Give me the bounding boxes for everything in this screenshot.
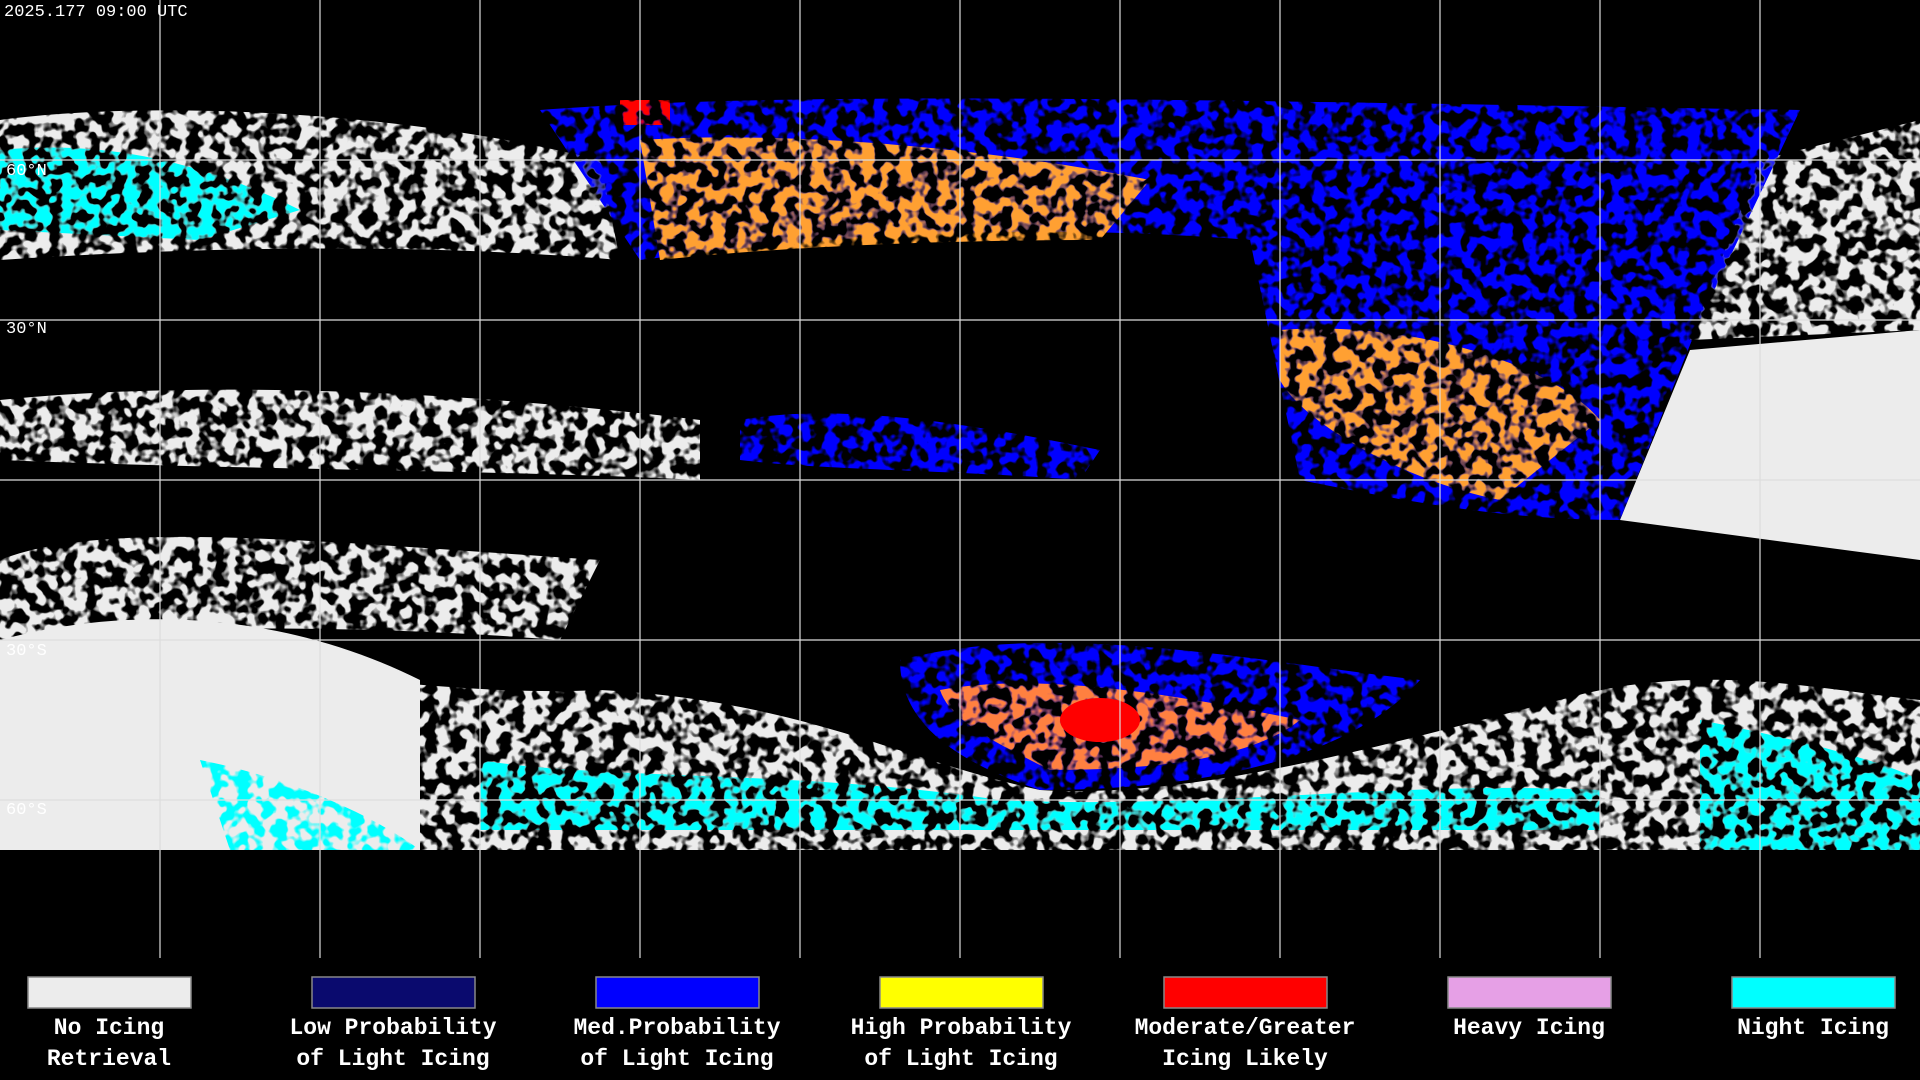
- legend-label: Icing Likely: [1162, 1046, 1328, 1072]
- cloud-band: [0, 619, 420, 850]
- legend-label: Heavy Icing: [1453, 1015, 1605, 1041]
- icing-area: [1060, 698, 1140, 742]
- legend-swatch: [1447, 976, 1612, 1009]
- night-cloud: [1700, 720, 1920, 850]
- latitude-label: 60°N: [6, 162, 47, 181]
- legend-label: Moderate/Greater: [1135, 1015, 1356, 1041]
- latitude-label: 60°S: [6, 801, 47, 820]
- icing-area: [640, 137, 1150, 260]
- latitude-label: 30°N: [6, 320, 47, 339]
- legend-label: of Light Icing: [296, 1046, 489, 1072]
- legend-swatch: [27, 976, 192, 1009]
- legend-label: of Light Icing: [580, 1046, 773, 1072]
- icing-area: [620, 100, 670, 125]
- latitude-labels: 60°N 30°N 30°S 60°S: [6, 162, 47, 820]
- latitude-label: 30°S: [6, 642, 47, 661]
- cloud-band: [1690, 120, 1920, 340]
- cloud-band: [1620, 330, 1920, 560]
- legend-label: Low Probability: [289, 1015, 496, 1041]
- legend-label: High Probability: [851, 1015, 1072, 1041]
- timestamp: 2025.177 09:00 UTC: [4, 3, 188, 22]
- legend-swatch: [879, 976, 1044, 1009]
- cloud-band: [0, 389, 700, 480]
- legend-label: Retrieval: [47, 1046, 171, 1072]
- night-cloud: [480, 760, 1600, 830]
- legend-swatch: [1163, 976, 1328, 1009]
- legend-swatch: [311, 976, 476, 1009]
- night-cloud: [200, 760, 420, 850]
- night-cloud: [0, 147, 300, 240]
- legend-label: Night Icing: [1737, 1015, 1889, 1041]
- icing-area: [740, 413, 1100, 480]
- cloud-band: [0, 536, 600, 640]
- legend-label: Med.Probability: [573, 1015, 780, 1041]
- legend: No Icing Retrieval Low Probability of Light…: [27, 976, 1896, 1072]
- legend-label: No Icing: [54, 1015, 164, 1041]
- graticule: [0, 0, 1920, 958]
- legend-label: of Light Icing: [864, 1046, 1057, 1072]
- cloud-field: [0, 98, 1920, 850]
- legend-swatch: [1731, 976, 1896, 1009]
- legend-swatch: [595, 976, 760, 1009]
